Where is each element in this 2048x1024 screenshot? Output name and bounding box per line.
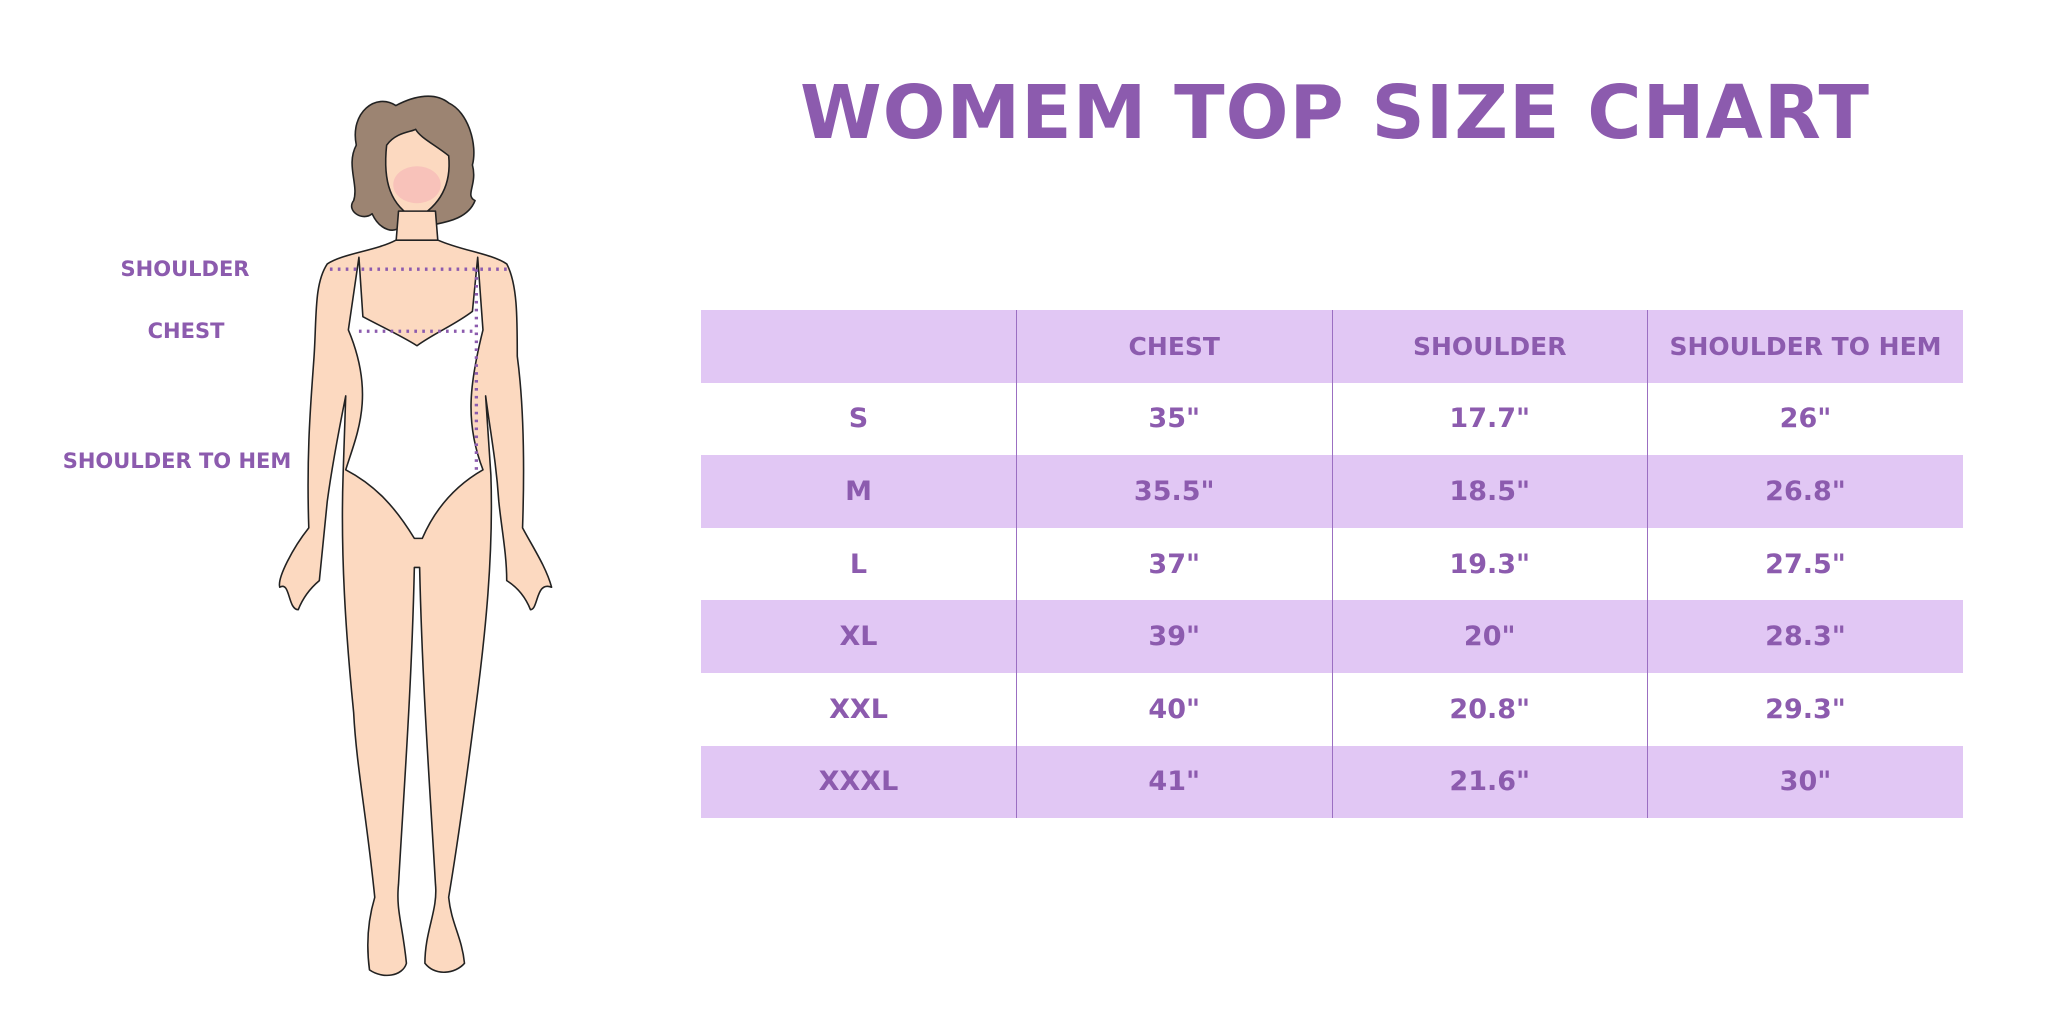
chest-cell: 35.5" xyxy=(1016,455,1332,528)
size-cell: XXL xyxy=(829,693,888,725)
header-size xyxy=(701,310,1017,383)
table-row: S 35" 17.7" 26" xyxy=(701,382,1963,456)
chest-cell: 41" xyxy=(1016,745,1332,819)
table-row: L 37" 19.3" 27.5" xyxy=(701,527,1963,601)
table-row: XL 39" 20" 28.3" xyxy=(701,600,1963,673)
table-row: M 35.5" 18.5" 26.8" xyxy=(701,455,1963,528)
hem-cell: 30" xyxy=(1647,745,1963,819)
size-cell: L xyxy=(849,548,868,580)
chest-cell: 37" xyxy=(1016,527,1332,601)
neck xyxy=(395,210,439,245)
size-cell: XXXL xyxy=(818,766,899,798)
size-cell: XL xyxy=(839,621,878,653)
chest-label: CHEST xyxy=(147,319,225,343)
table-header-row: CHEST SHOULDER SHOULDER TO HEM xyxy=(701,310,1963,383)
table-row: XXL 40" 20.8" 29.3" xyxy=(701,672,1963,746)
shoulder-cell: 20.8" xyxy=(1331,672,1648,746)
shoulder-cell: 18.5" xyxy=(1331,455,1648,528)
shoulder-to-hem-label: SHOULDER TO HEM xyxy=(62,449,292,473)
bodysuit xyxy=(344,256,484,540)
shoulder-label: SHOULDER xyxy=(120,257,250,281)
size-table: CHEST SHOULDER SHOULDER TO HEM S 35" 17.… xyxy=(701,310,1963,819)
shoulder-cell: 20" xyxy=(1331,600,1648,673)
hem-cell: 29.3" xyxy=(1647,672,1963,746)
header-chest: CHEST xyxy=(1016,310,1332,383)
hem-cell: 26" xyxy=(1647,382,1963,456)
shoulder-cell: 21.6" xyxy=(1331,745,1648,819)
torso xyxy=(278,239,553,977)
shoulder-cell: 17.7" xyxy=(1331,382,1648,456)
header-shoulder-to-hem: SHOULDER TO HEM xyxy=(1647,310,1963,383)
chest-cell: 35" xyxy=(1016,382,1332,456)
size-cell: S xyxy=(848,403,869,435)
chest-cell: 40" xyxy=(1016,672,1332,746)
header-shoulder: SHOULDER xyxy=(1331,310,1648,383)
hem-cell: 26.8" xyxy=(1647,455,1963,528)
shoulder-cell: 19.3" xyxy=(1331,527,1648,601)
hem-cell: 28.3" xyxy=(1647,600,1963,673)
hem-cell: 27.5" xyxy=(1647,527,1963,601)
size-cell: M xyxy=(845,475,872,507)
page-title: WOMEM TOP SIZE CHART xyxy=(800,70,1870,156)
chest-cell: 39" xyxy=(1016,600,1332,673)
table-row: XXXL 41" 21.6" 30" xyxy=(701,745,1963,819)
